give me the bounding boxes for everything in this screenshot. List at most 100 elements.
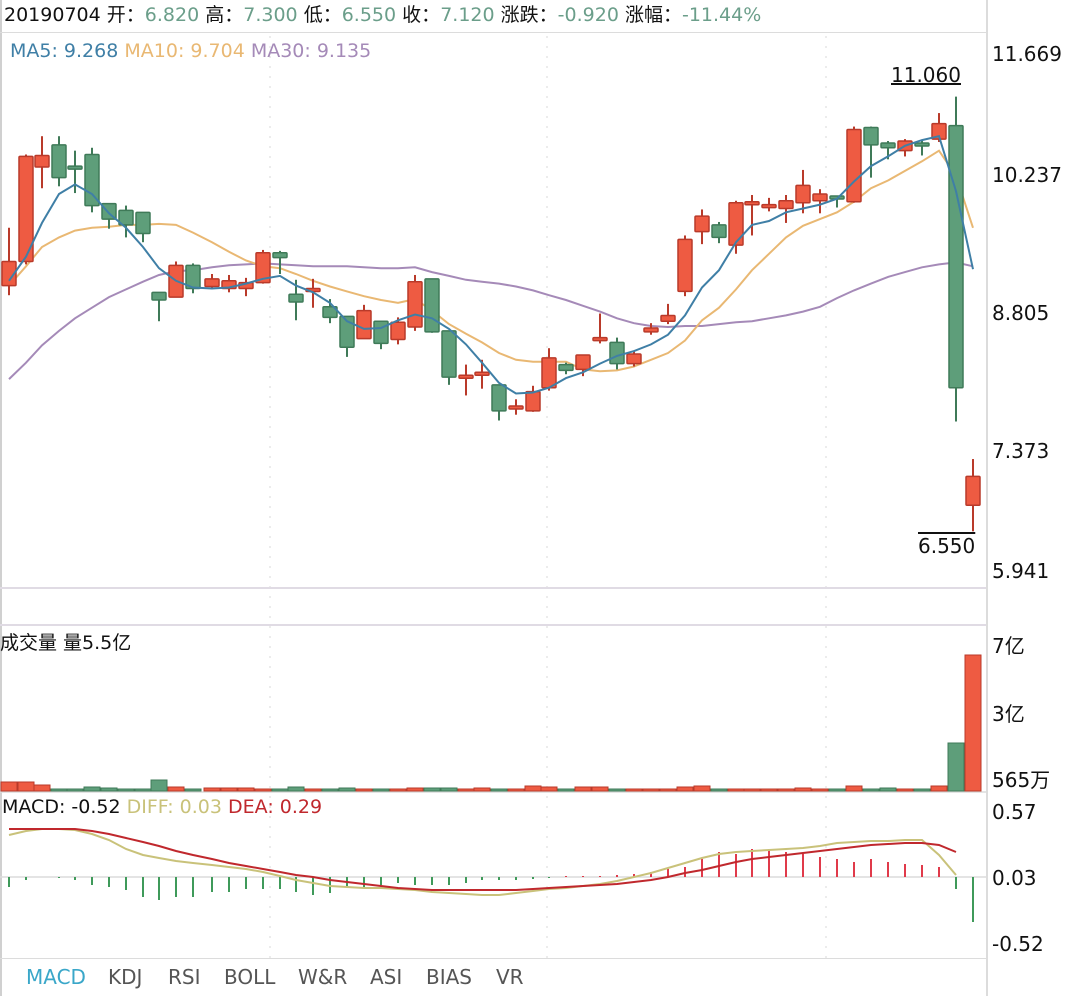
volume-bar <box>930 785 948 792</box>
candle-body[interactable] <box>575 354 591 371</box>
candle-body[interactable] <box>84 153 100 207</box>
tab-boll[interactable]: BOLL <box>224 965 276 989</box>
max-price-marker: 11.060 <box>891 63 961 87</box>
volume-bar <box>507 788 525 792</box>
volume-bar <box>33 784 51 792</box>
ma30-line <box>8 261 974 380</box>
candle-body[interactable] <box>711 224 727 239</box>
volume-bar <box>794 787 812 792</box>
tab-wr[interactable]: W&R <box>298 965 348 989</box>
change-pct-label: 涨幅： <box>624 4 682 26</box>
candle-body[interactable] <box>373 320 389 345</box>
price-axis-label: 5.941 <box>992 559 1050 583</box>
candle-body[interactable] <box>118 209 134 226</box>
ma-legend: MA5: 9.268 MA10: 9.704 MA30: 9.135 <box>10 38 371 64</box>
candle-body[interactable] <box>18 155 34 263</box>
candle-body[interactable] <box>407 280 423 328</box>
volume-bar <box>134 788 152 792</box>
candle-body[interactable] <box>135 211 151 235</box>
price-axis-label: 10.237 <box>992 163 1062 187</box>
volume-bar <box>625 788 643 792</box>
candle-body[interactable] <box>322 306 338 319</box>
candle-body[interactable] <box>255 252 271 284</box>
candle-body[interactable] <box>643 327 659 333</box>
candle-body[interactable] <box>67 165 83 170</box>
volume-bar <box>557 788 575 792</box>
ma10-line <box>8 149 974 373</box>
candle-body[interactable] <box>204 278 220 288</box>
low-label: 低： <box>303 4 342 26</box>
ohlc-info-bar: 20190704 开：6.820 高：7.300 低：6.550 收：7.120… <box>0 0 986 33</box>
dea-value: DEA: 0.29 <box>228 796 323 818</box>
candle-body[interactable] <box>151 291 167 301</box>
candle-body[interactable] <box>525 390 541 412</box>
tab-rsi[interactable]: RSI <box>168 965 201 989</box>
candle-body[interactable] <box>356 309 372 340</box>
candle-body[interactable] <box>508 405 524 410</box>
ma5-legend: MA5: 9.268 <box>10 40 119 62</box>
candle-body[interactable] <box>914 142 930 147</box>
diff-value: DIFF: 0.03 <box>126 796 222 818</box>
candle-body[interactable] <box>948 124 964 389</box>
kline-chart[interactable] <box>0 0 986 996</box>
volume-bar <box>947 742 965 792</box>
macd-legend: MACD: -0.52 DIFF: 0.03 DEA: 0.29 <box>2 796 322 818</box>
volume-axis-label: 7亿 <box>992 634 1025 658</box>
volume-bar <box>304 788 322 792</box>
candle-body[interactable] <box>812 193 828 202</box>
candle-body[interactable] <box>424 278 440 333</box>
right-axis-divider <box>986 0 988 996</box>
volume-bar <box>423 787 441 792</box>
candle-body[interactable] <box>965 475 981 507</box>
candle-body[interactable] <box>761 203 777 209</box>
candle-body[interactable] <box>778 200 794 210</box>
candle-body[interactable] <box>609 341 625 365</box>
candle-body[interactable] <box>744 200 760 206</box>
candle-body[interactable] <box>458 374 474 379</box>
open-value: 6.820 <box>144 4 200 26</box>
candle-body[interactable] <box>34 154 50 168</box>
ma10-legend: MA10: 9.704 <box>124 40 245 62</box>
tab-vr[interactable]: VR <box>496 965 524 989</box>
candle-body[interactable] <box>390 321 406 341</box>
candle-body[interactable] <box>272 252 288 259</box>
volume-bar <box>828 788 846 792</box>
volume-bar <box>83 786 101 792</box>
volume-bar <box>811 788 829 792</box>
volume-bar <box>321 788 339 792</box>
candle-body[interactable] <box>694 215 710 233</box>
tab-asi[interactable]: ASI <box>370 965 403 989</box>
candle-body[interactable] <box>1 260 17 287</box>
volume-bar <box>457 788 475 792</box>
change-pct-value: -11.44% <box>681 4 762 26</box>
candle-body[interactable] <box>474 371 490 377</box>
candle-body[interactable] <box>660 314 676 322</box>
candle-body[interactable] <box>626 353 642 365</box>
macd-axis-label: 0.03 <box>992 866 1037 890</box>
volume-bar <box>100 787 118 792</box>
candle-body[interactable] <box>592 336 608 342</box>
candle-body[interactable] <box>795 184 811 204</box>
candle-body[interactable] <box>880 142 896 149</box>
candle-body[interactable] <box>491 384 507 412</box>
candle-body[interactable] <box>863 126 879 146</box>
volume-bar <box>727 788 745 792</box>
volume-bar <box>167 786 185 792</box>
candle-body[interactable] <box>677 238 693 293</box>
tab-kdj[interactable]: KDJ <box>108 965 143 989</box>
candle-body[interactable] <box>558 363 574 372</box>
tab-macd[interactable]: MACD <box>26 965 86 989</box>
price-axis-label: 7.373 <box>992 439 1050 463</box>
candle-body[interactable] <box>339 315 355 348</box>
candle-body[interactable] <box>541 357 557 389</box>
tab-bias[interactable]: BIAS <box>426 965 472 989</box>
volume-bar <box>338 787 356 792</box>
candle-body[interactable] <box>441 330 457 378</box>
candle-body[interactable] <box>728 201 744 246</box>
candle-body[interactable] <box>846 128 862 203</box>
candle-body[interactable] <box>51 144 67 179</box>
price-axis-label: 8.805 <box>992 301 1050 325</box>
candle-body[interactable] <box>288 293 304 303</box>
price-panel-bottom-divider <box>0 587 986 589</box>
volume-bar <box>440 787 458 792</box>
